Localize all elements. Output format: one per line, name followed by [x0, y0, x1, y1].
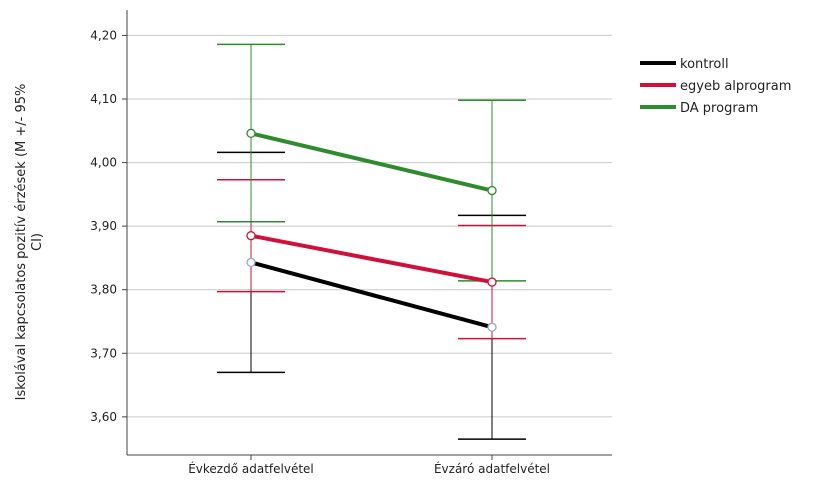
y-ticks: 3,60 3,70 3,80 3,90 4,00 4,10 4,20: [90, 28, 127, 424]
data-point: [246, 128, 256, 138]
y-tick-label: 3,70: [90, 346, 117, 360]
data-point: [246, 231, 256, 241]
y-tick-label: 3,80: [90, 283, 117, 297]
series-line: [249, 233, 494, 285]
y-tick-label: 4,20: [90, 28, 117, 42]
legend: kontroll egyeb alprogram DA program: [640, 57, 791, 116]
axes: [126, 10, 612, 456]
data-point: [487, 185, 497, 196]
series-line: [249, 260, 494, 330]
series-lines: [249, 131, 494, 330]
y-axis-title-line-1: Iskolával kapcsolatos pozitív érzések (M…: [14, 84, 29, 401]
y-tick-label: 4,00: [90, 156, 117, 170]
y-tick-label: 3,90: [90, 219, 117, 233]
error-bars: [217, 43, 526, 440]
series-line: [249, 131, 494, 193]
y-axis-title-line-2: CI): [30, 233, 45, 251]
legend-label: kontroll: [680, 57, 729, 72]
y-axis-title: Iskolával kapcsolatos pozitív érzések (M…: [14, 84, 45, 401]
x-tick-label: Évzáró adatfelvétel: [434, 461, 550, 476]
series-markers: [246, 128, 497, 332]
x-tick-label: Évkezdő adatfelvétel: [188, 461, 314, 476]
gridlines: [127, 34, 612, 418]
legend-label: egyeb alprogram: [680, 79, 791, 94]
y-tick-label: 4,10: [90, 92, 117, 106]
x-ticks: Évkezdő adatfelvétel Évzáró adatfelvétel: [188, 455, 550, 476]
data-point: [246, 257, 256, 268]
data-point: [487, 277, 497, 287]
data-point: [487, 322, 497, 332]
y-tick-label: 3,60: [90, 410, 117, 424]
legend-label: DA program: [680, 101, 758, 116]
